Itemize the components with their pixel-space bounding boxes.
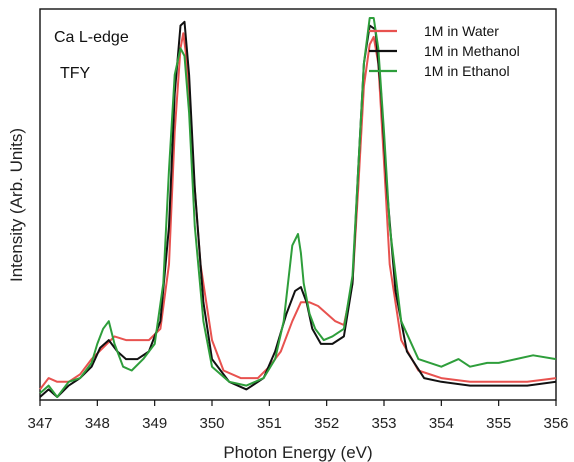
x-tick-label: 348: [85, 415, 110, 432]
series-layer: [39, 17, 557, 398]
x-axis-title: Photon Energy (eV): [223, 443, 372, 462]
x-tick-label: 355: [486, 415, 511, 432]
legend: 1M in Water 1M in Methanol 1M in Ethanol: [369, 23, 520, 79]
x-tick-label: 350: [199, 415, 224, 432]
y-axis-title: Intensity (Arb. Units): [7, 128, 26, 282]
series-line-1: [39, 32, 557, 391]
annotation-edge: Ca L-edge: [54, 29, 129, 46]
x-tick-label: 352: [314, 415, 339, 432]
x-tick-label: 353: [371, 415, 396, 432]
series-line-3: [39, 17, 557, 398]
annotation-mode: TFY: [60, 65, 91, 82]
x-tick-label: 354: [429, 415, 454, 432]
legend-label: 1M in Water: [424, 23, 499, 39]
plot-frame: [39, 8, 557, 401]
plot-area: 347 348 349 350 351 352 353 354 355 356: [27, 8, 569, 432]
legend-label: 1M in Methanol: [424, 43, 520, 59]
legend-label: 1M in Ethanol: [424, 63, 510, 79]
x-tick-label: 356: [543, 415, 568, 432]
x-tick-label: 351: [257, 415, 282, 432]
x-axis: 347 348 349 350 351 352 353 354 355 356: [27, 400, 569, 432]
x-tick-label: 349: [142, 415, 167, 432]
x-tick-label: 347: [27, 415, 52, 432]
